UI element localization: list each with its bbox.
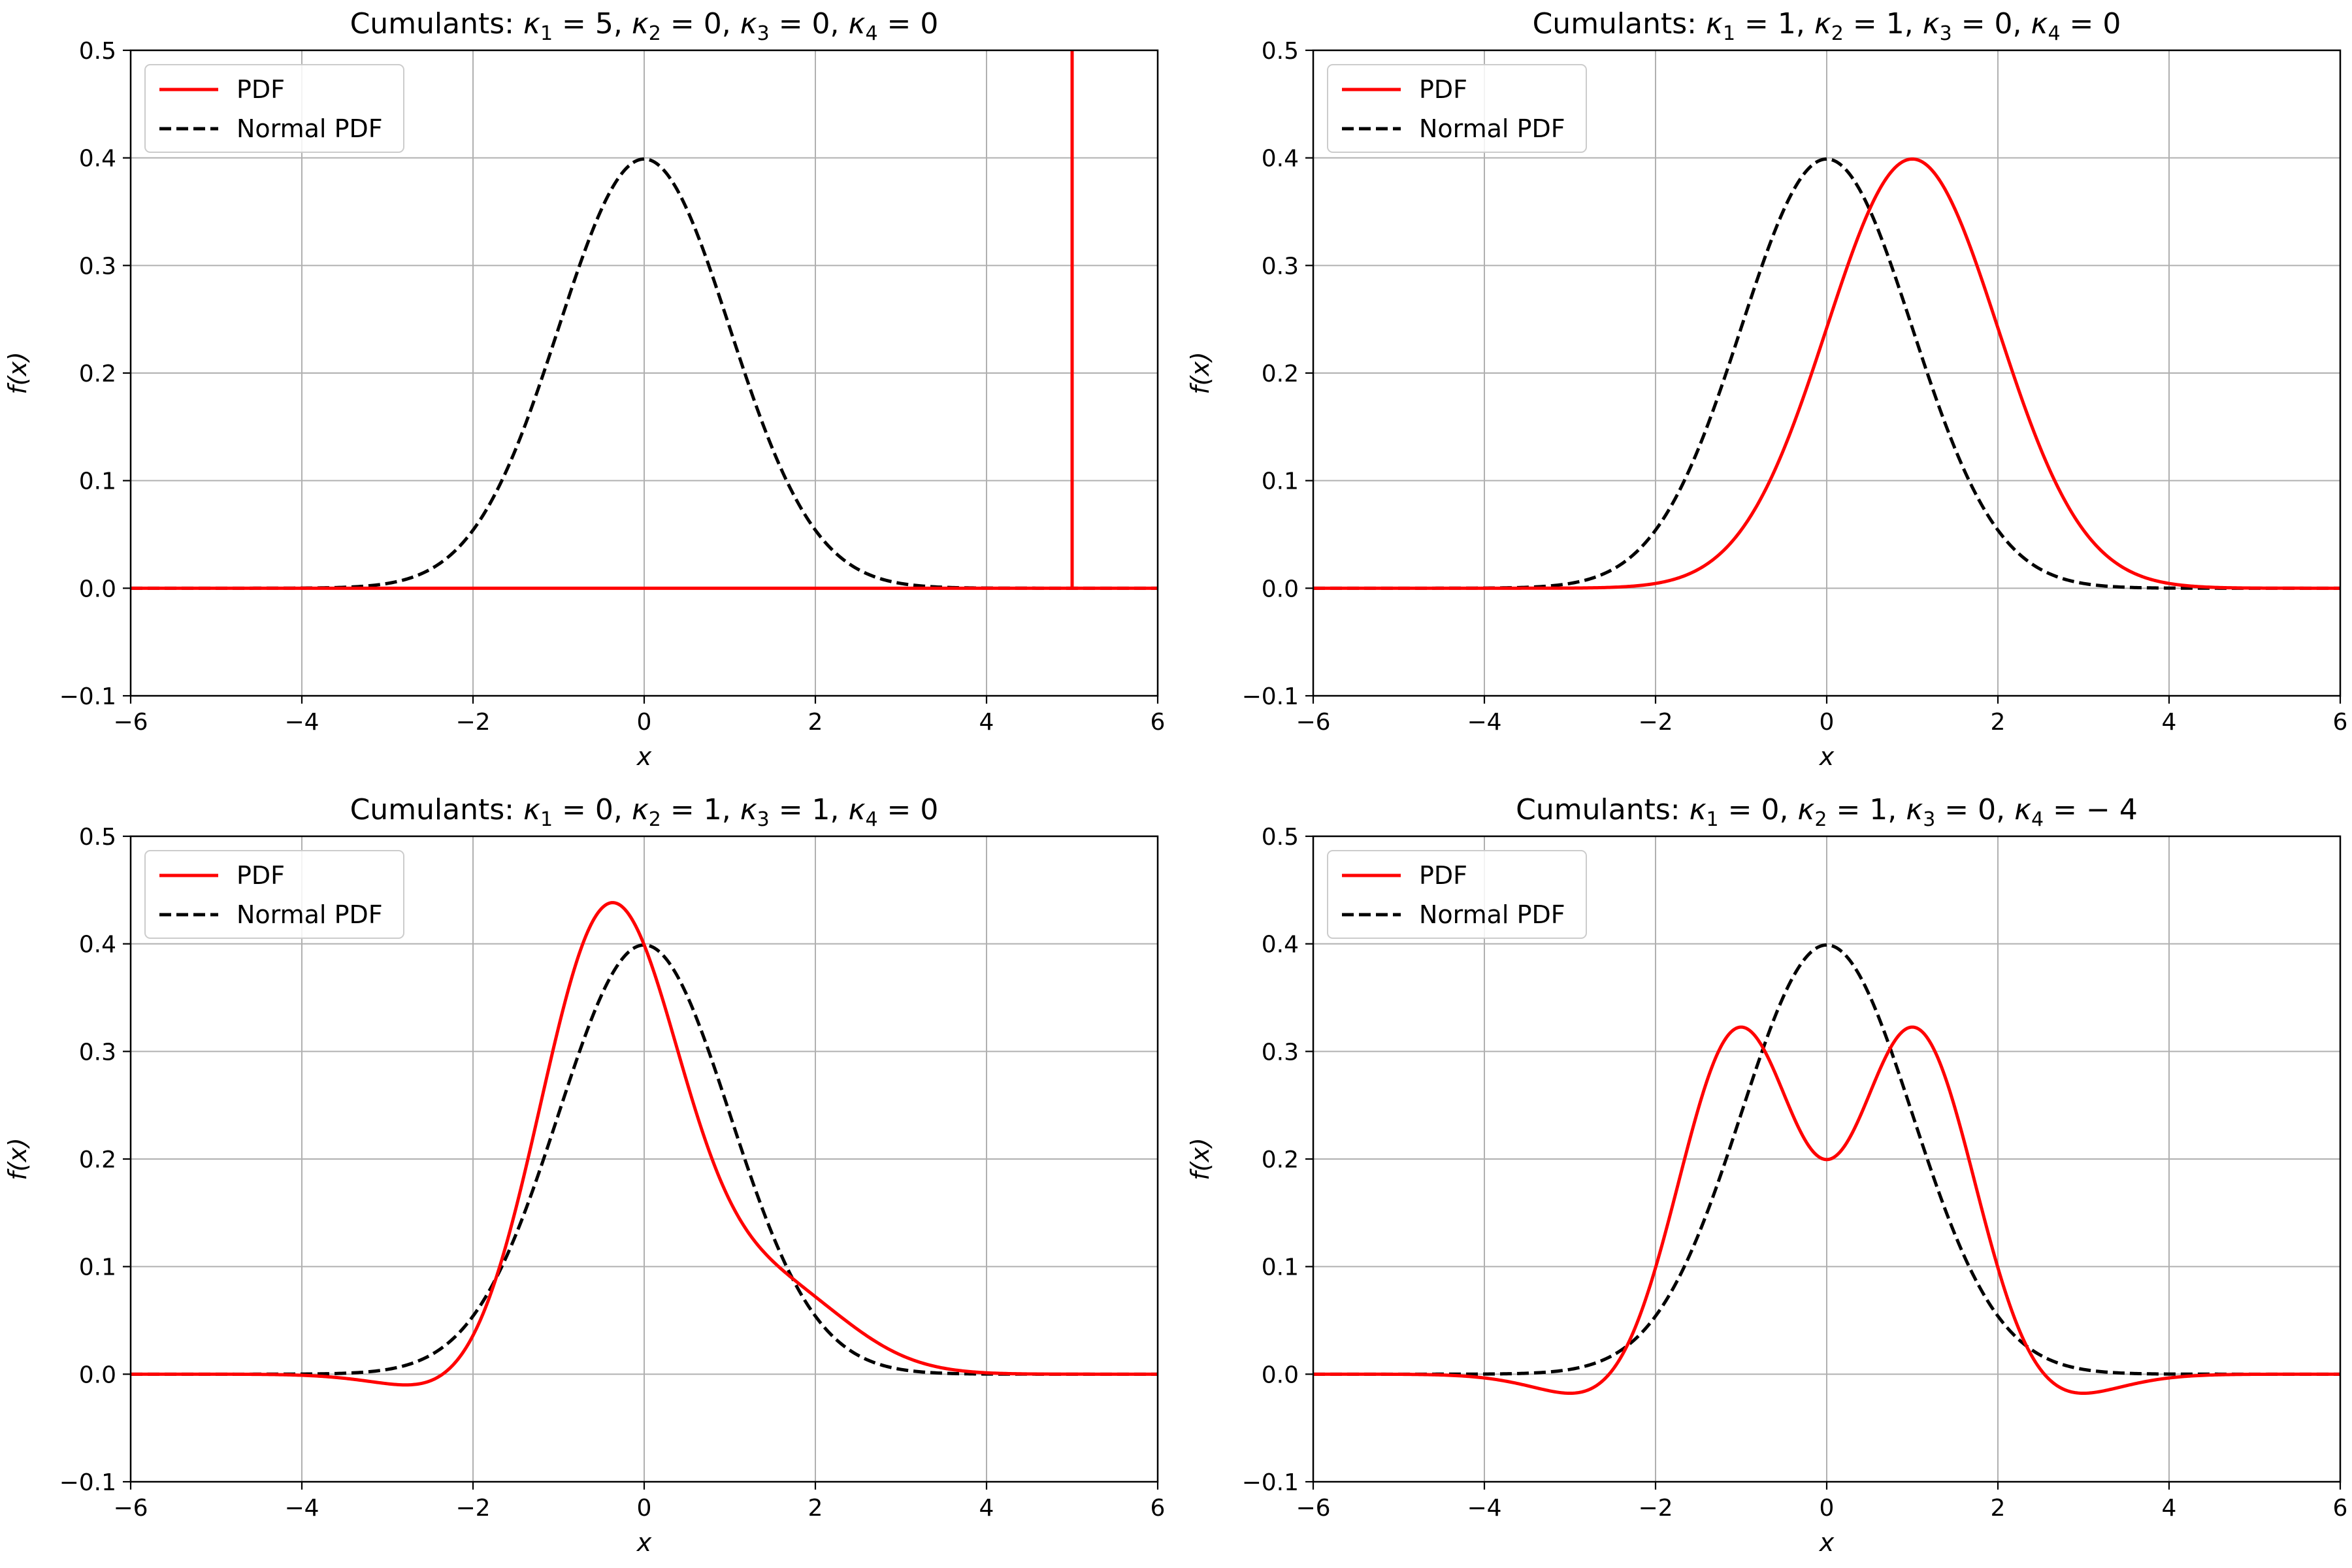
x-tick-label: 0 [1820, 1495, 1835, 1522]
chart-panel-2: −6 −4 −2 0 2 4 6 −0.1 0.0 0.1 0.2 0.3 0.4 0.5 x f(x) Cum… [1186, 7, 2347, 771]
legend-entry: Normal PDF [1419, 114, 1565, 143]
legend-entry: Normal PDF [237, 114, 383, 143]
y-tick-label: −0.1 [1242, 683, 1299, 710]
x-tick-label: 2 [1991, 709, 2006, 736]
legend-box [1327, 64, 1587, 153]
legend: PDF Normal PDF [1327, 850, 1587, 939]
y-tick-label: 0.0 [79, 1362, 116, 1388]
chart-panel-4: −6 −4 −2 0 2 4 6 −0.1 0.0 0.1 0.2 0.3 0.4 0.5 x f(x) Cum… [1186, 793, 2347, 1557]
pdf-line [131, 901, 1158, 1387]
y-tick-label: 0.1 [79, 1254, 116, 1281]
x-tick-label: −6 [1296, 1495, 1330, 1522]
chart-panel-1: −6 −4 −2 0 2 4 6 −0.1 0.0 0.1 0.2 0.3 0.4 0.5 x f(x) Cum… [3, 7, 1166, 771]
x-axis-label: x [636, 1528, 652, 1557]
y-tick-label: −0.1 [1242, 1469, 1299, 1496]
chart-title: Cumulants: κ1 = 1, κ2 = 1, κ3 = 0, κ4 = … [1533, 7, 2121, 45]
x-tick-label: −4 [1467, 709, 1501, 736]
legend: PDF Normal PDF [1327, 64, 1587, 153]
legend-box [144, 64, 404, 153]
x-tick-label: −4 [284, 1495, 319, 1522]
y-tick-label: 0.3 [79, 253, 116, 280]
x-tick-label: −2 [455, 709, 490, 736]
pdf-line [1313, 157, 2340, 590]
chart-title: Cumulants: κ1 = 5, κ2 = 0, κ3 = 0, κ4 = … [350, 7, 939, 45]
y-tick-label: 0.2 [79, 1147, 116, 1173]
x-tick-label: 6 [2333, 1495, 2348, 1522]
y-tick-label: 0.4 [79, 932, 116, 958]
y-tick-label: 0.0 [1262, 1362, 1299, 1388]
x-tick-label: 6 [2333, 709, 2348, 736]
pdf-line [1313, 1025, 2340, 1396]
legend: PDF Normal PDF [144, 64, 404, 153]
x-tick-label: 6 [1151, 709, 1166, 736]
legend-entry: Normal PDF [1419, 900, 1565, 929]
x-tick-label: −6 [113, 709, 148, 736]
y-tick-label: 0.3 [79, 1039, 116, 1066]
y-tick-label: 0.4 [1262, 932, 1299, 958]
x-tick-label: −6 [1296, 709, 1330, 736]
x-tick-label: 4 [2162, 709, 2177, 736]
normal-pdf-line [1313, 943, 2340, 1376]
x-tick-label: −2 [1638, 709, 1673, 736]
x-axis-label: x [1819, 742, 1835, 771]
y-tick-label: 0.4 [79, 146, 116, 172]
chart-panel-3: −6 −4 −2 0 2 4 6 −0.1 0.0 0.1 0.2 0.3 0.4 0.5 x f(x) Cum… [3, 793, 1165, 1557]
x-tick-label: 2 [808, 709, 823, 736]
chart-title: Cumulants: κ1 = 0, κ2 = 1, κ3 = 1, κ4 = … [350, 793, 939, 831]
x-tick-label: 6 [1151, 1495, 1166, 1522]
x-tick-label: 4 [979, 709, 994, 736]
legend-box [144, 850, 404, 939]
y-tick-label: 0.4 [1262, 146, 1299, 172]
x-tick-label: 0 [637, 709, 652, 736]
x-tick-label: 0 [1820, 709, 1835, 736]
y-tick-label: 0.1 [79, 468, 116, 495]
x-tick-label: −6 [113, 1495, 148, 1522]
x-axis-label: x [636, 742, 652, 771]
x-tick-label: −2 [455, 1495, 490, 1522]
y-tick-label: 0.3 [1262, 1039, 1299, 1066]
x-tick-label: 4 [2162, 1495, 2177, 1522]
legend-entry: PDF [1419, 861, 1467, 890]
y-tick-label: 0.0 [79, 576, 116, 602]
pdf-line [131, 50, 1158, 590]
y-tick-label: 0.2 [1262, 361, 1299, 387]
y-tick-label: −0.1 [59, 1469, 116, 1496]
legend-entry: PDF [237, 75, 285, 104]
legend-entry: PDF [1419, 75, 1467, 104]
x-tick-label: 4 [979, 1495, 994, 1522]
x-tick-label: 2 [808, 1495, 823, 1522]
legend-entry: Normal PDF [237, 900, 383, 929]
legend-entry: PDF [237, 861, 285, 890]
x-axis-label: x [1819, 1528, 1835, 1557]
x-tick-label: −2 [1638, 1495, 1673, 1522]
y-tick-label: 0.1 [1262, 468, 1299, 495]
y-tick-label: 0.2 [79, 361, 116, 387]
y-tick-label: 0.5 [1262, 824, 1299, 851]
y-tick-label: 0.5 [79, 38, 116, 65]
y-tick-label: 0.1 [1262, 1254, 1299, 1281]
y-tick-label: 0.5 [79, 824, 116, 851]
y-tick-label: −0.1 [59, 683, 116, 710]
chart-title: Cumulants: κ1 = 0, κ2 = 1, κ3 = 0, κ4 = … [1516, 793, 2138, 831]
y-tick-label: 0.0 [1262, 576, 1299, 602]
x-tick-label: −4 [284, 709, 319, 736]
legend-box [1327, 850, 1587, 939]
y-axis-label: f(x) [3, 1137, 32, 1181]
x-tick-label: −4 [1467, 1495, 1501, 1522]
y-tick-label: 0.3 [1262, 253, 1299, 280]
y-axis-label: f(x) [1186, 1137, 1215, 1181]
y-tick-label: 0.5 [1262, 38, 1299, 65]
legend: PDF Normal PDF [144, 850, 404, 939]
x-tick-label: 2 [1991, 1495, 2006, 1522]
x-tick-label: 0 [637, 1495, 652, 1522]
y-tick-label: 0.2 [1262, 1147, 1299, 1173]
y-axis-label: f(x) [1186, 351, 1215, 395]
y-axis-label: f(x) [3, 351, 32, 395]
